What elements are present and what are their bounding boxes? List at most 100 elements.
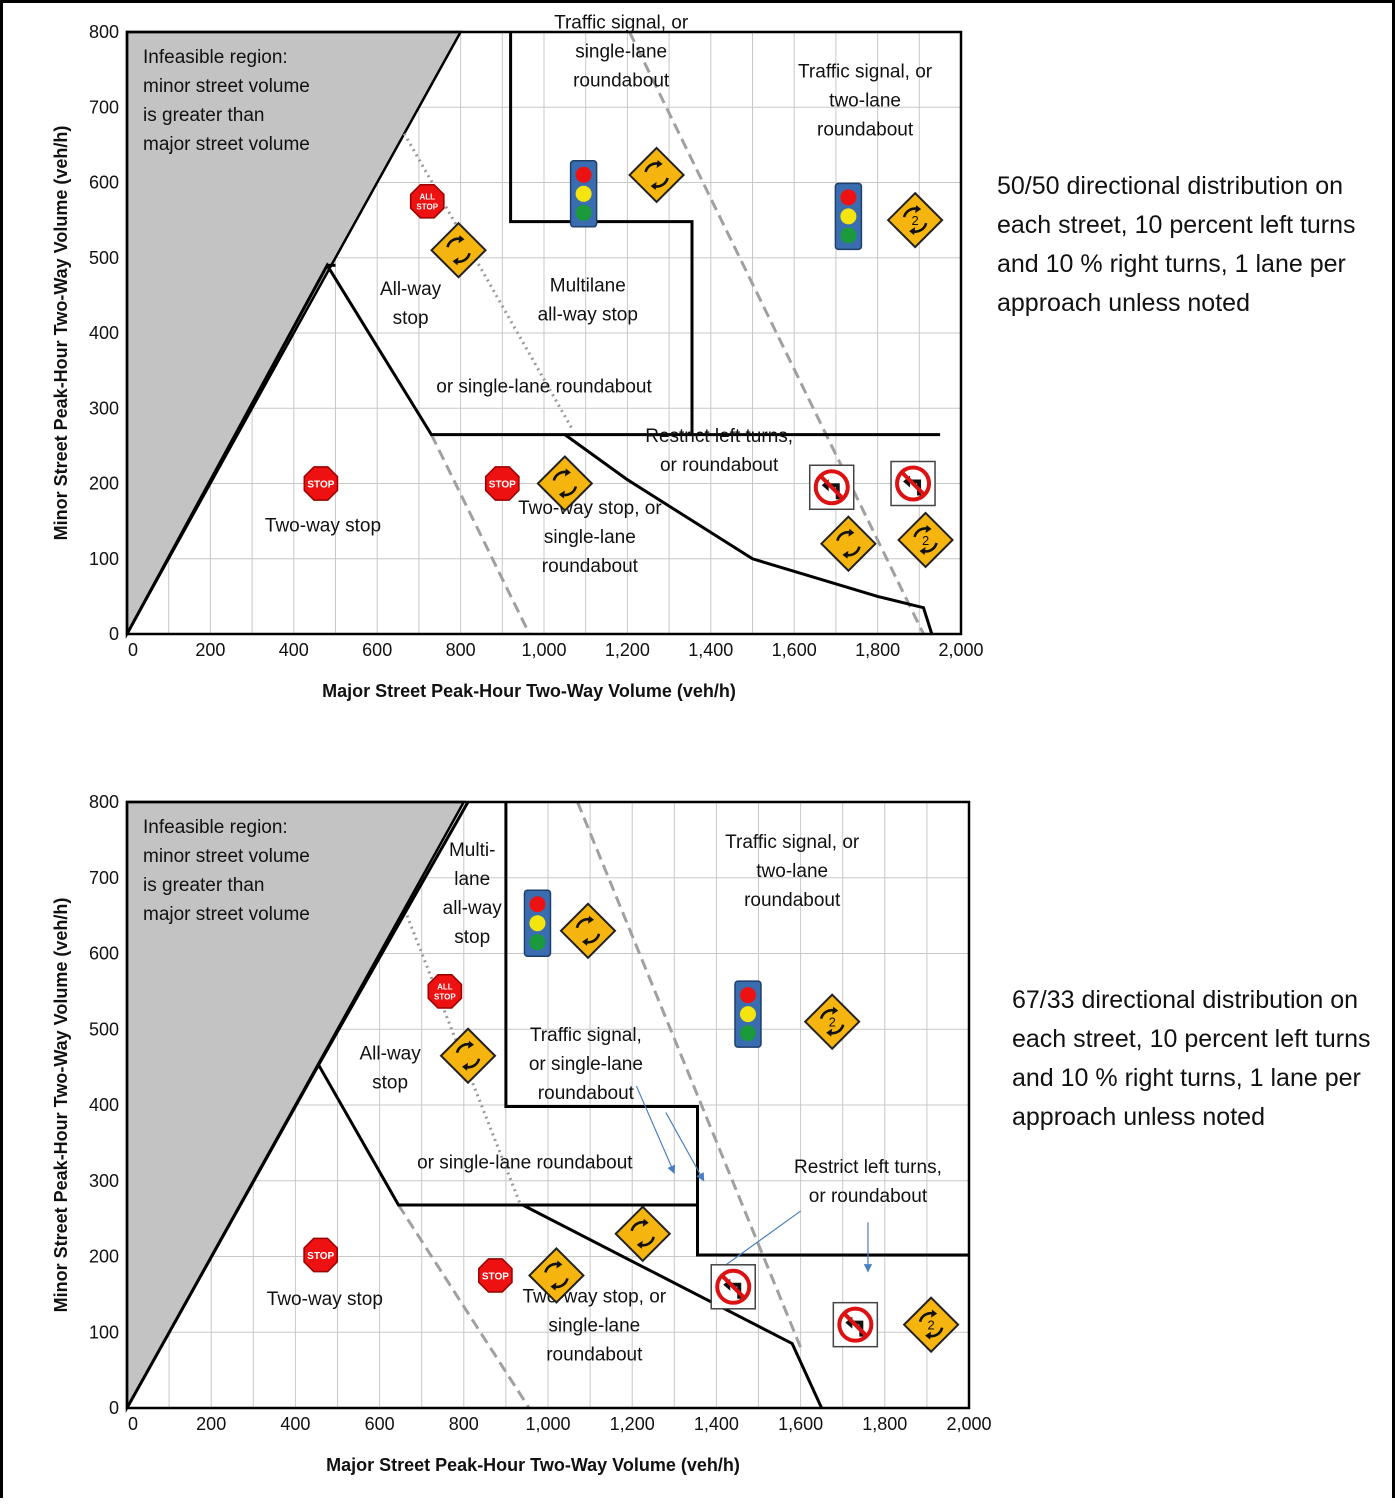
solid-boundary: [509, 32, 694, 435]
x-tick-label: 1,200: [610, 1414, 655, 1434]
roundabout-sign-icon: [559, 902, 617, 960]
annotation-arrow: [635, 1085, 676, 1174]
y-tick-label: 800: [89, 792, 119, 812]
svg-text:STOP: STOP: [416, 202, 438, 211]
x-tick-label: 2,000: [938, 640, 983, 660]
region-label: Multi-lane all-way stop: [443, 840, 503, 948]
x-tick-label: 800: [446, 640, 476, 660]
y-tick-label: 200: [89, 474, 119, 494]
x-tick-label: 1,200: [605, 640, 650, 660]
two-lane-roundabout-sign-icon: 2: [886, 191, 944, 249]
x-tick-label: 1,400: [688, 640, 733, 660]
x-tick-label: 600: [365, 1414, 395, 1434]
y-axis-title: Minor Street Peak-Hour Two-Way Volume (v…: [51, 126, 71, 541]
region-label: Traffic signal, or single-lane roundabout: [554, 12, 689, 91]
x-tick-label: 0: [128, 1414, 138, 1434]
y-tick-label: 800: [89, 22, 119, 42]
y-axis-title: Minor Street Peak-Hour Two-Way Volume (v…: [51, 898, 71, 1313]
two-lane-roundabout-sign-icon: 2: [897, 511, 954, 569]
annotation-arrow: [665, 1112, 705, 1182]
svg-text:STOP: STOP: [434, 992, 456, 1001]
region-label: Multilane all-way stop: [538, 275, 638, 325]
y-tick-label: 600: [89, 173, 119, 193]
stop-sign-icon: STOP: [484, 466, 520, 501]
y-tick-label: 200: [89, 1247, 119, 1267]
plot-border: [125, 30, 963, 636]
chart-1-note: 50/50 directional distribution on each s…: [997, 172, 1356, 317]
region-label: All-way stop: [360, 1043, 422, 1093]
x-tick-label: 1,400: [694, 1414, 739, 1434]
dashed-boundary: [430, 433, 531, 635]
annotation-arrow: [715, 1210, 801, 1273]
stop-sign-icon: STOP: [303, 1237, 339, 1273]
infeasible-label: Infeasible region: minor street volume is …: [143, 47, 310, 155]
solid-boundary: [504, 802, 969, 1257]
x-axis-title: Major Street Peak-Hour Two-Way Volume (v…: [326, 1455, 740, 1475]
x-tick-label: 1,600: [778, 1414, 823, 1434]
solid-boundary: [317, 801, 470, 1066]
solid-boundary: [125, 1061, 698, 1409]
y-tick-label: 0: [109, 624, 119, 644]
dashed-boundary: [576, 801, 802, 1348]
region-label: Traffic signal, or two-lane roundabout: [725, 832, 860, 911]
region-label: Two-way stop: [265, 516, 381, 537]
solid-boundary: [125, 262, 941, 635]
roundabout-sign-icon: [819, 515, 877, 573]
region-label: Traffic signal, or two-lane roundabout: [798, 61, 933, 140]
infeasible-label: Infeasible region: minor street volume is …: [143, 817, 310, 925]
traffic-signal-icon: [523, 889, 552, 957]
x-tick-label: 1,000: [521, 640, 566, 660]
two-lane-roundabout-sign-icon: 2: [902, 1296, 960, 1354]
x-tick-label: 1,800: [855, 640, 900, 660]
region-label: or single-lane roundabout: [436, 376, 652, 397]
y-tick-label: 0: [109, 1398, 119, 1418]
svg-text:2: 2: [927, 1318, 934, 1333]
y-tick-label: 400: [89, 323, 119, 343]
region-label: Restrict left turns, or roundabout: [794, 1157, 942, 1207]
solid-boundary: [522, 1203, 823, 1409]
y-tick-label: 400: [89, 1095, 119, 1115]
no-left-turn-sign-icon: [808, 464, 855, 511]
svg-text:ALL: ALL: [419, 192, 435, 201]
roundabout-sign-icon: [614, 1205, 672, 1263]
roundabout-sign-icon: [528, 1247, 585, 1304]
chart-canvas: Infeasible region: minor street volume is …: [51, 12, 992, 1475]
region-label: Traffic signal, or single-lane roundabout: [529, 1025, 643, 1104]
x-tick-label: 1,600: [772, 640, 817, 660]
stop-sign-icon: STOP: [478, 1258, 513, 1293]
y-tick-label: 600: [89, 944, 119, 964]
y-tick-label: 500: [89, 248, 119, 268]
dotted-boundary: [405, 915, 522, 1206]
region-label: Two-way stop, or single-lane roundabout: [518, 498, 662, 577]
svg-text:STOP: STOP: [482, 1271, 509, 1282]
region-label: Two-way stop: [267, 1289, 383, 1310]
y-tick-label: 100: [89, 1322, 119, 1342]
stop-sign-icon: STOP: [303, 466, 339, 501]
chart-2-note: 67/33 directional distribution on each s…: [1012, 986, 1371, 1131]
traffic-signal-icon: [834, 182, 863, 251]
svg-text:STOP: STOP: [307, 480, 334, 491]
svg-text:2: 2: [829, 1015, 836, 1030]
roundabout-sign-icon: [439, 1027, 497, 1085]
traffic-signal-icon: [569, 160, 598, 228]
x-axis-title: Major Street Peak-Hour Two-Way Volume (v…: [322, 681, 736, 701]
dashed-boundary: [628, 31, 925, 635]
region-label: Restrict left turns, or roundabout: [645, 426, 793, 476]
y-tick-label: 100: [89, 549, 119, 569]
y-tick-label: 300: [89, 1171, 119, 1191]
no-left-turn-sign-icon: [890, 460, 936, 507]
x-tick-label: 200: [196, 1414, 226, 1434]
no-left-turn-sign-icon: [832, 1301, 879, 1348]
y-tick-label: 700: [89, 868, 119, 888]
x-tick-label: 1,800: [862, 1414, 907, 1434]
x-tick-label: 1,000: [525, 1414, 570, 1434]
svg-text:ALL: ALL: [437, 982, 453, 991]
x-tick-label: 0: [128, 640, 138, 660]
chart-2: Infeasible region: minor street volume is …: [51, 792, 992, 1475]
svg-text:2: 2: [912, 213, 919, 228]
region-label: or single-lane roundabout: [417, 1152, 633, 1173]
svg-text:STOP: STOP: [489, 480, 516, 491]
y-tick-label: 300: [89, 398, 119, 418]
svg-text:2: 2: [922, 533, 929, 548]
